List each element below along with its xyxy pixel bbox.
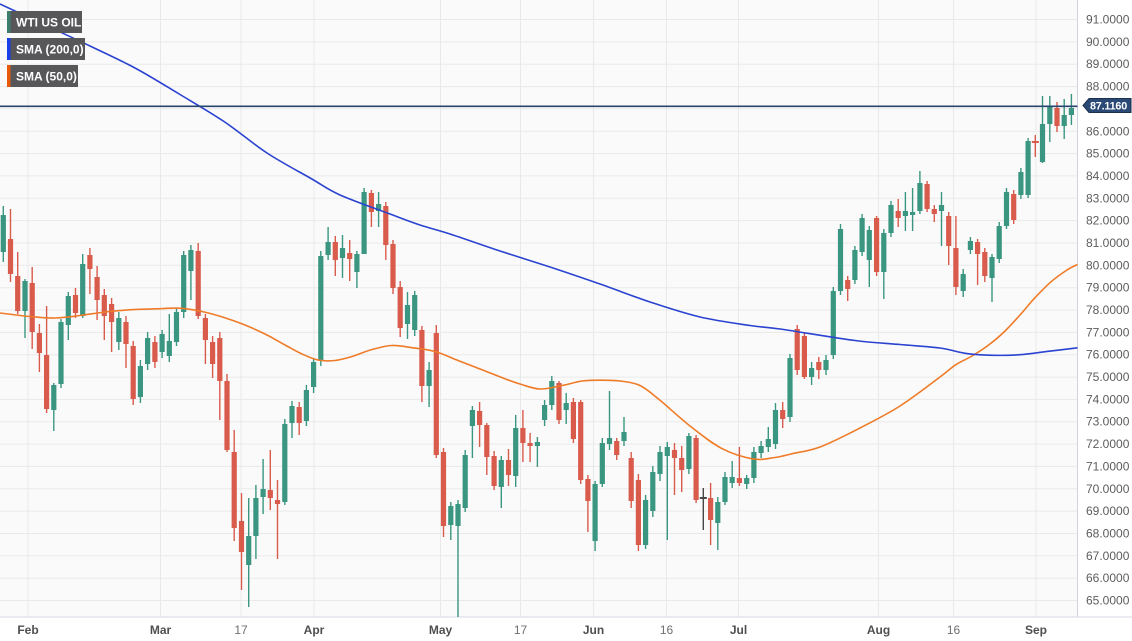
svg-text:73.0000: 73.0000 [1086,415,1130,429]
svg-text:Mar: Mar [150,623,172,637]
svg-text:80.0000: 80.0000 [1086,258,1130,272]
svg-text:67.0000: 67.0000 [1086,549,1130,563]
svg-text:79.0000: 79.0000 [1086,281,1130,295]
svg-text:88.0000: 88.0000 [1086,80,1130,94]
svg-text:16: 16 [660,623,674,637]
svg-text:Jun: Jun [583,623,604,637]
svg-text:89.0000: 89.0000 [1086,57,1130,71]
svg-text:77.0000: 77.0000 [1086,325,1130,339]
svg-text:82.0000: 82.0000 [1086,214,1130,228]
svg-text:70.0000: 70.0000 [1086,482,1130,496]
svg-text:91.0000: 91.0000 [1086,13,1130,27]
svg-text:Sep: Sep [1025,623,1047,637]
svg-text:78.0000: 78.0000 [1086,303,1130,317]
svg-text:Aug: Aug [867,623,890,637]
svg-text:71.0000: 71.0000 [1086,459,1130,473]
svg-text:75.0000: 75.0000 [1086,370,1130,384]
svg-text:90.0000: 90.0000 [1086,35,1130,49]
svg-text:17: 17 [234,623,248,637]
svg-text:Jul: Jul [730,623,747,637]
svg-text:84.0000: 84.0000 [1086,169,1130,183]
svg-text:86.0000: 86.0000 [1086,124,1130,138]
svg-text:83.0000: 83.0000 [1086,191,1130,205]
svg-text:May: May [429,623,453,637]
svg-text:69.0000: 69.0000 [1086,504,1130,518]
svg-text:SMA (50,0): SMA (50,0) [16,70,77,84]
svg-text:65.0000: 65.0000 [1086,594,1130,608]
svg-text:72.0000: 72.0000 [1086,437,1130,451]
svg-text:16: 16 [947,623,961,637]
svg-text:Apr: Apr [304,623,325,637]
svg-text:Feb: Feb [17,623,38,637]
svg-text:87.1160: 87.1160 [1090,100,1127,112]
svg-text:74.0000: 74.0000 [1086,392,1130,406]
svg-text:81.0000: 81.0000 [1086,236,1130,250]
svg-text:SMA (200,0): SMA (200,0) [16,43,84,57]
svg-text:WTI US OIL: WTI US OIL [16,16,81,30]
svg-text:85.0000: 85.0000 [1086,147,1130,161]
svg-text:68.0000: 68.0000 [1086,527,1130,541]
svg-text:66.0000: 66.0000 [1086,571,1130,585]
svg-text:76.0000: 76.0000 [1086,348,1130,362]
svg-text:17: 17 [514,623,528,637]
